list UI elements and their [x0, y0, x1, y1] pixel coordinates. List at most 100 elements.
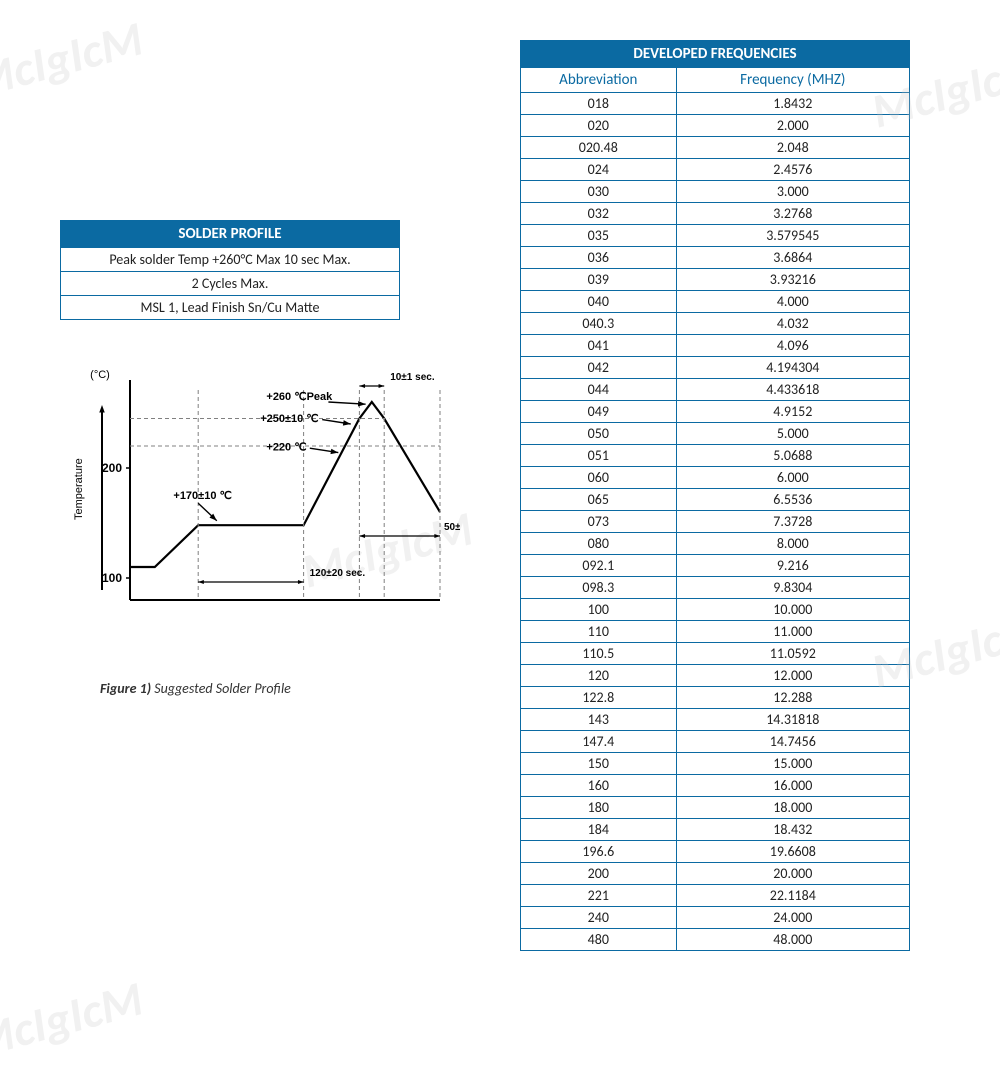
- table-cell: 4.9152: [676, 401, 909, 423]
- table-cell: 12.000: [676, 665, 909, 687]
- table-cell: 065: [521, 489, 677, 511]
- table-cell: 4.000: [676, 291, 909, 313]
- table-cell: 040.3: [521, 313, 677, 335]
- table-row: 0515.0688: [521, 445, 910, 467]
- table-cell: 044: [521, 379, 677, 401]
- table-row: 0242.4576: [521, 159, 910, 181]
- svg-text:100: 100: [102, 571, 122, 585]
- table-cell: 180: [521, 797, 677, 819]
- table-row: 0444.433618: [521, 379, 910, 401]
- table-cell: 18.000: [676, 797, 909, 819]
- right-column: DEVELOPED FREQUENCIES Abbreviation Frequ…: [520, 40, 950, 1015]
- table-cell: 098.3: [521, 577, 677, 599]
- table-row: 16016.000: [521, 775, 910, 797]
- caption-prefix: Figure 1): [100, 680, 151, 697]
- table-row: 24024.000: [521, 907, 910, 929]
- table-cell: 20.000: [676, 863, 909, 885]
- table-cell: 6.000: [676, 467, 909, 489]
- table-cell: 110: [521, 621, 677, 643]
- table-row: 0494.9152: [521, 401, 910, 423]
- table-row: 0606.000: [521, 467, 910, 489]
- table-cell: 4.194304: [676, 357, 909, 379]
- table-row: 0808.000: [521, 533, 910, 555]
- table-cell: 3.2768: [676, 203, 909, 225]
- solder-profile-title: SOLDER PROFILE: [61, 221, 400, 248]
- table-cell: 2.000: [676, 115, 909, 137]
- table-cell: 160: [521, 775, 677, 797]
- table-row: 196.619.6608: [521, 841, 910, 863]
- table-cell: 200: [521, 863, 677, 885]
- table-row: 020.482.048: [521, 137, 910, 159]
- table-cell: 14.31818: [676, 709, 909, 731]
- table-cell: 035: [521, 225, 677, 247]
- table-row: 11011.000: [521, 621, 910, 643]
- table-row: 040.34.032: [521, 313, 910, 335]
- svg-text:200: 200: [102, 461, 122, 475]
- table-row: 2 Cycles Max.: [61, 272, 400, 296]
- table-cell: 122.8: [521, 687, 677, 709]
- table-row: 0181.8432: [521, 93, 910, 115]
- table-cell: 1.8432: [676, 93, 909, 115]
- table-row: 0363.6864: [521, 247, 910, 269]
- table-row: 20020.000: [521, 863, 910, 885]
- table-cell: 143: [521, 709, 677, 731]
- table-row: 14314.31818: [521, 709, 910, 731]
- table-row: 10010.000: [521, 599, 910, 621]
- svg-text:50±10 sec.: 50±10 sec.: [444, 522, 460, 533]
- svg-text:+260 ℃Peak: +260 ℃Peak: [266, 391, 333, 403]
- table-row: 0424.194304: [521, 357, 910, 379]
- table-cell: 22.1184: [676, 885, 909, 907]
- table-row: 0737.3728: [521, 511, 910, 533]
- table-row: 0404.000: [521, 291, 910, 313]
- table-cell: 036: [521, 247, 677, 269]
- table-row: 48048.000: [521, 929, 910, 951]
- table-cell: 480: [521, 929, 677, 951]
- table-cell: 184: [521, 819, 677, 841]
- table-cell: 48.000: [676, 929, 909, 951]
- svg-text:+220 ℃: +220 ℃: [266, 441, 306, 453]
- table-cell: 16.000: [676, 775, 909, 797]
- table-row: 110.511.0592: [521, 643, 910, 665]
- table-cell: 050: [521, 423, 677, 445]
- solder-profile-table: SOLDER PROFILE Peak solder Temp +260°C M…: [60, 220, 400, 320]
- table-cell: 3.6864: [676, 247, 909, 269]
- table-cell: 060: [521, 467, 677, 489]
- left-column: SOLDER PROFILE Peak solder Temp +260°C M…: [60, 40, 480, 1015]
- table-row: 18018.000: [521, 797, 910, 819]
- table-row: 147.414.7456: [521, 731, 910, 753]
- table-cell: 110.5: [521, 643, 677, 665]
- caption-text: Suggested Solder Profile: [154, 680, 291, 697]
- table-cell: 5.0688: [676, 445, 909, 467]
- table-cell: 147.4: [521, 731, 677, 753]
- table-row: 122.812.288: [521, 687, 910, 709]
- table-cell: 018: [521, 93, 677, 115]
- table-row: 0303.000: [521, 181, 910, 203]
- freq-col-abbrev: Abbreviation: [521, 68, 677, 93]
- table-cell: 3.000: [676, 181, 909, 203]
- table-cell: 9.216: [676, 555, 909, 577]
- table-cell: 100: [521, 599, 677, 621]
- table-cell: 024: [521, 159, 677, 181]
- table-cell: 11.0592: [676, 643, 909, 665]
- table-cell: 051: [521, 445, 677, 467]
- table-cell: 049: [521, 401, 677, 423]
- table-row: 0393.93216: [521, 269, 910, 291]
- table-cell: 15.000: [676, 753, 909, 775]
- table-cell: 8.000: [676, 533, 909, 555]
- table-cell: 24.000: [676, 907, 909, 929]
- table-cell: 3.93216: [676, 269, 909, 291]
- table-cell: 041: [521, 335, 677, 357]
- table-cell: 073: [521, 511, 677, 533]
- table-cell: 042: [521, 357, 677, 379]
- table-row: 0353.579545: [521, 225, 910, 247]
- freq-table-title: DEVELOPED FREQUENCIES: [521, 41, 910, 68]
- table-cell: 4.433618: [676, 379, 909, 401]
- solder-profile-chart: 100200(°C)Temperature120±20 sec.50±10 se…: [60, 360, 460, 640]
- table-row: 22122.1184: [521, 885, 910, 907]
- table-cell: 020: [521, 115, 677, 137]
- svg-text:+250±10 ℃: +250±10 ℃: [260, 413, 318, 425]
- table-cell: 4.096: [676, 335, 909, 357]
- table-cell: 2.048: [676, 137, 909, 159]
- table-row: 0414.096: [521, 335, 910, 357]
- table-cell: 092.1: [521, 555, 677, 577]
